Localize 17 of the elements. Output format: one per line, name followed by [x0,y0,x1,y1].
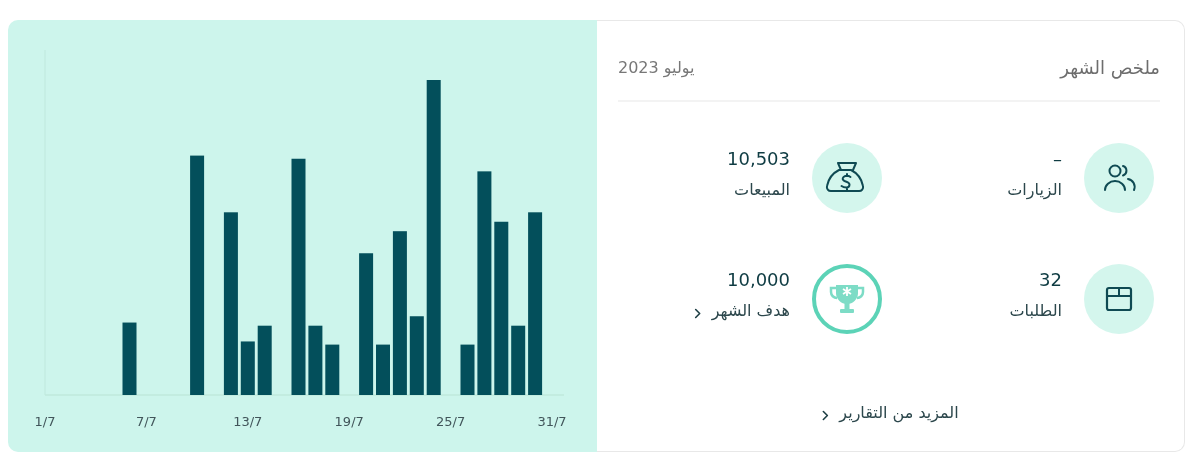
link: المزيد من التقارير [839,403,959,422]
x-tick-label: 25/7 [436,414,466,429]
x-tick-label: 13/7 [233,414,263,429]
kpi-label: المبيعات [734,180,790,199]
x-tick-label: 19/7 [334,414,364,429]
kpi-value: 32 [1039,269,1062,290]
x-tick-label: 1/7 [34,414,56,429]
x-tick-label: 31/7 [537,414,567,429]
subtitle: يوليو 2023 [618,58,695,77]
kpi-value: 10,000 [727,269,790,290]
kpi-label: هدف الشهر [711,301,790,320]
kpi-value: – [1053,148,1062,169]
kpi-label: الطلبات [1009,301,1062,320]
title: ملخص الشهر [1060,57,1160,78]
x-tick-label: 7/7 [135,414,157,429]
kpi-value: 10,503 [727,148,790,169]
kpi-label: الزيارات [1007,180,1062,199]
